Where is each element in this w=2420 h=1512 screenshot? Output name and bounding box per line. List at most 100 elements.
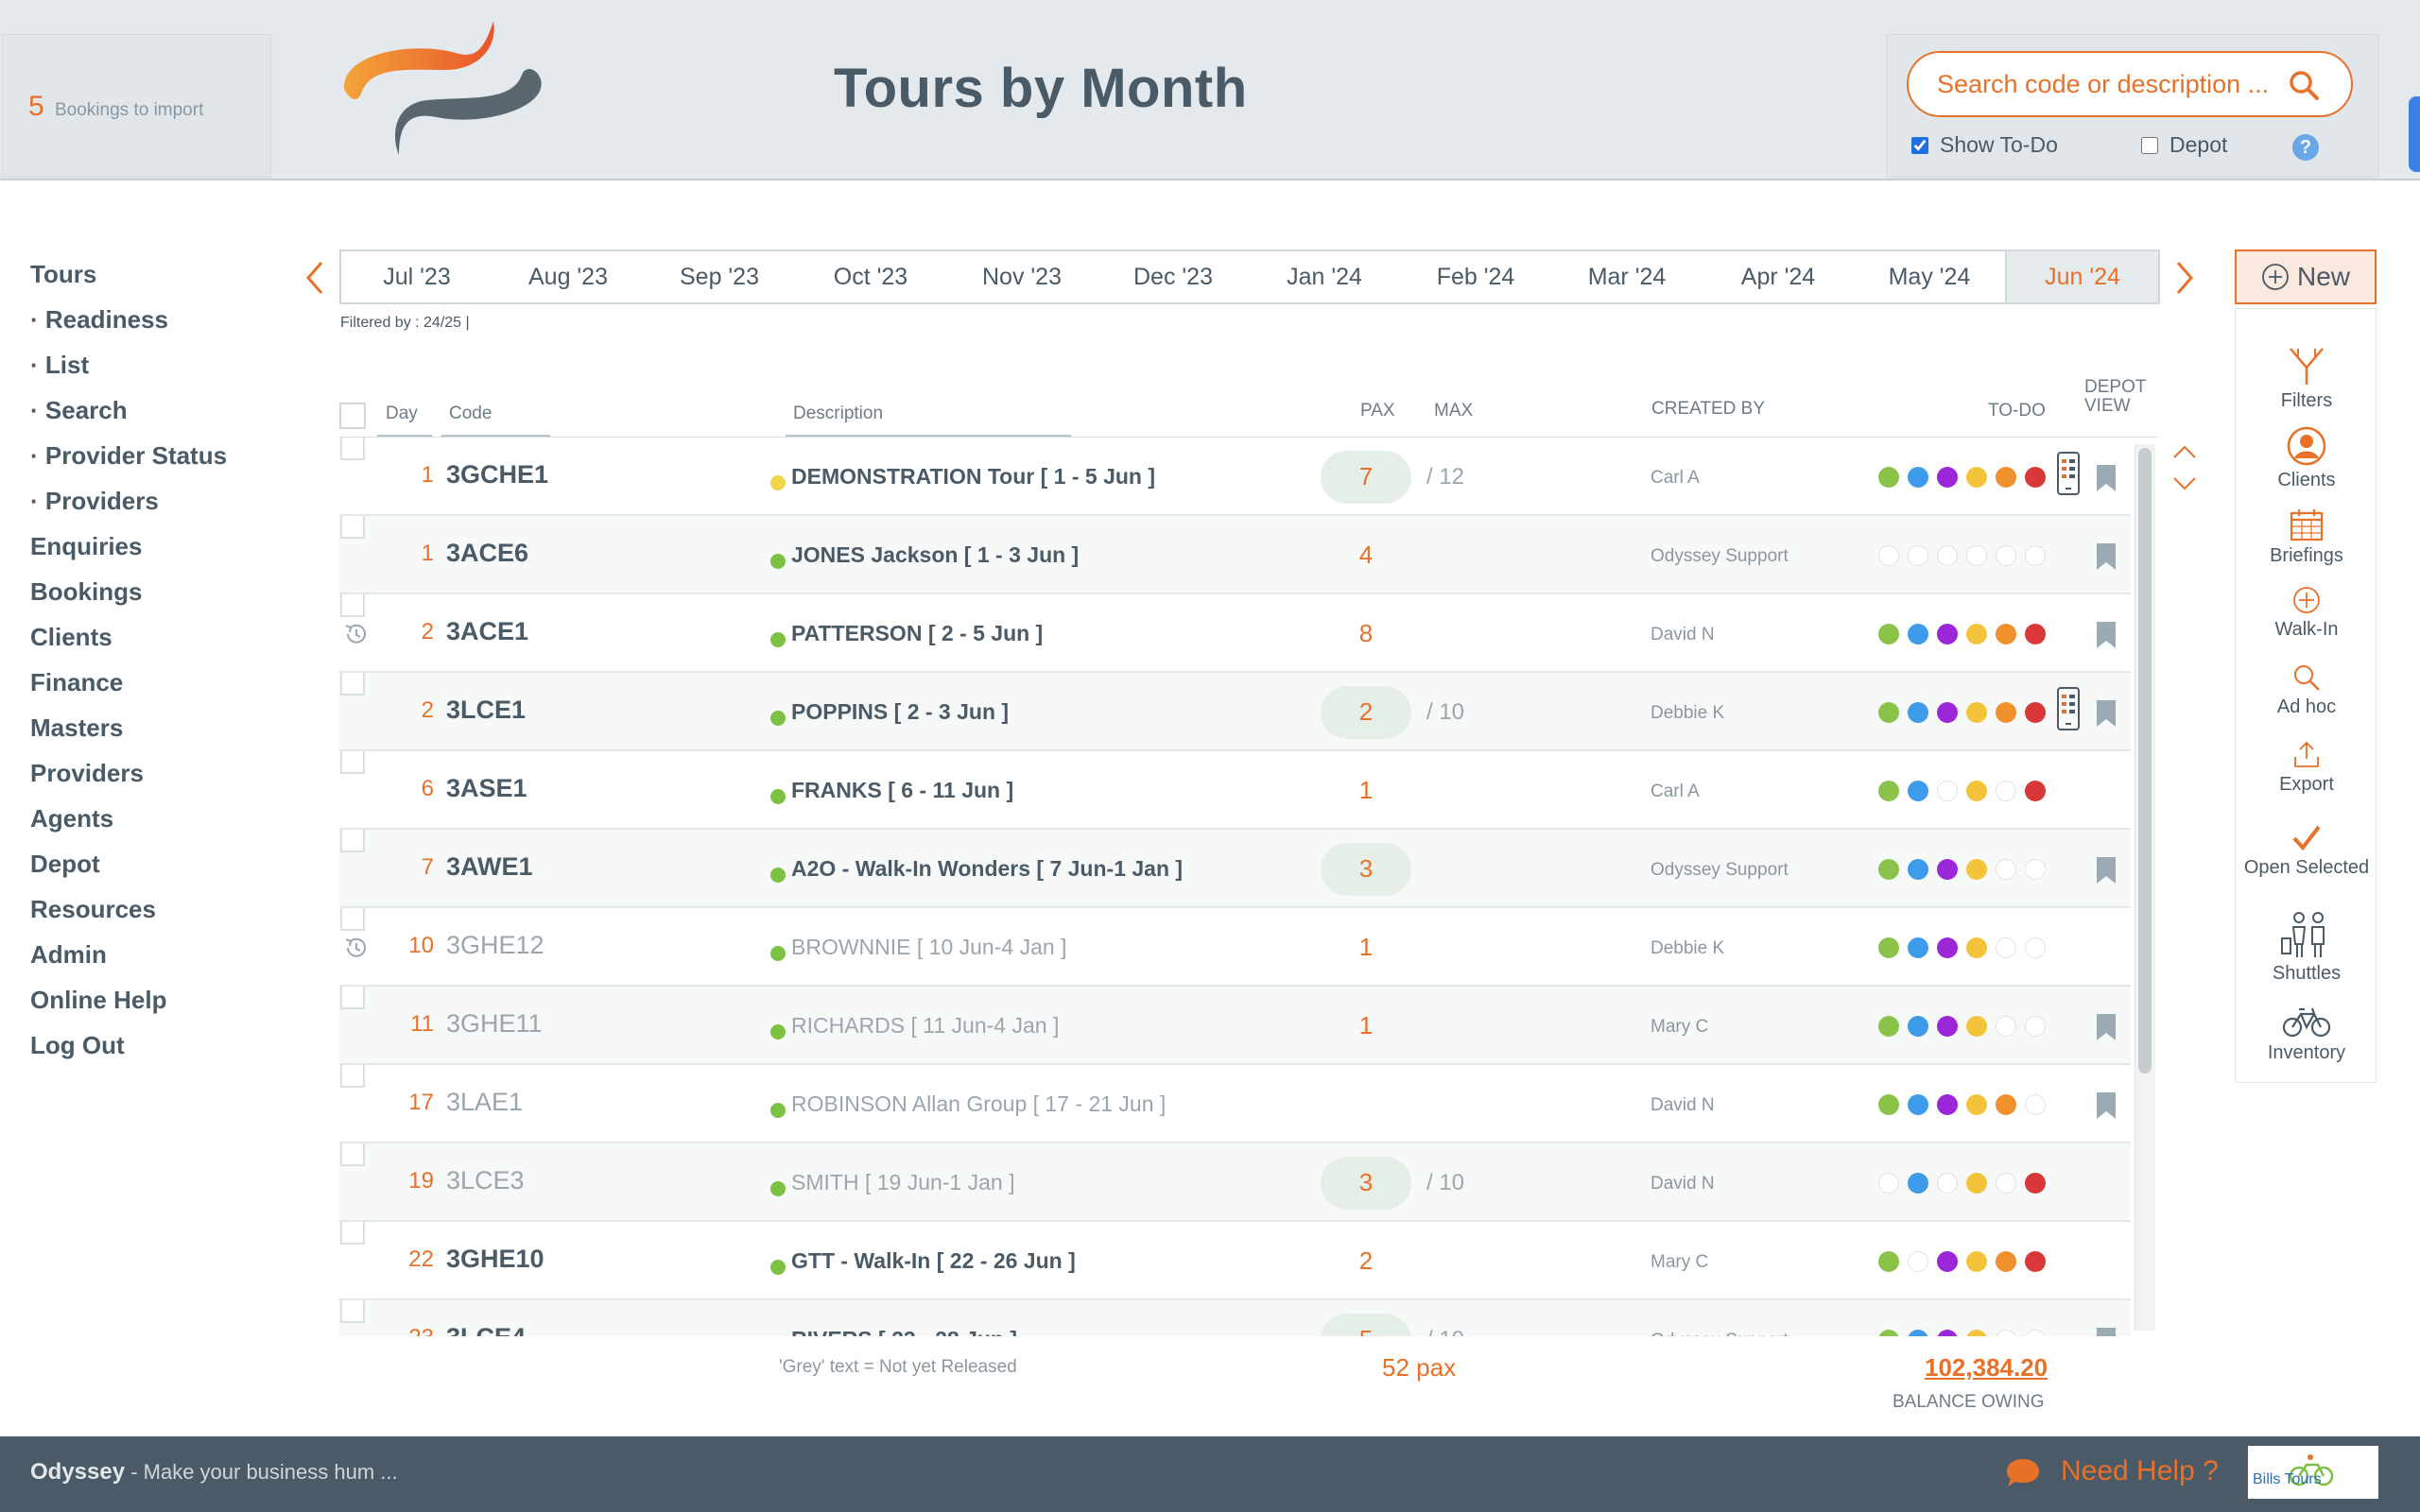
previous-month-icon[interactable] xyxy=(301,257,329,299)
scroll-down-icon[interactable] xyxy=(2170,474,2199,493)
row-description[interactable]: GTT - Walk-In [ 22 - 26 Jun ] xyxy=(791,1248,1076,1273)
row-code[interactable]: 3GHE10 xyxy=(446,1245,544,1273)
sidebar-item-admin[interactable]: Admin xyxy=(30,940,107,969)
row-description[interactable]: DEMONSTRATION Tour [ 1 - 5 Jun ] xyxy=(791,464,1156,489)
month-tab[interactable]: Feb '24 xyxy=(1436,264,1515,290)
todo-indicators[interactable] xyxy=(1878,1173,2054,1194)
clients-tool[interactable]: Clients xyxy=(2236,426,2377,491)
bookmark-icon[interactable] xyxy=(2096,1091,2117,1120)
sidebar-item-enquiries[interactable]: Enquiries xyxy=(30,532,143,560)
scrollbar-thumb[interactable] xyxy=(2138,448,2152,1074)
table-row[interactable]: 2 3ACE1 PATTERSON [ 2 - 5 Jun ] 8 David N xyxy=(339,594,2131,673)
todo-indicators[interactable] xyxy=(1878,624,2054,644)
search-icon[interactable] xyxy=(2288,69,2320,101)
table-row[interactable]: 2 3LCE1 POPPINS [ 2 - 3 Jun ] 2 / 10 Debbie K xyxy=(339,673,2131,751)
side-drawer-tab[interactable] xyxy=(2409,96,2420,172)
bookings-import-box[interactable] xyxy=(2,34,271,178)
history-icon[interactable] xyxy=(343,935,370,961)
import-count[interactable]: 5 xyxy=(28,91,44,122)
import-label[interactable]: Bookings to import xyxy=(55,100,204,120)
row-description[interactable]: JONES Jackson [ 1 - 3 Jun ] xyxy=(791,542,1080,567)
bookmark-icon[interactable] xyxy=(2096,699,2117,728)
sidebar-item-bookings[interactable]: Bookings xyxy=(30,577,143,606)
sidebar-item-agents[interactable]: Agents xyxy=(30,804,114,833)
sidebar-item-list[interactable]: List xyxy=(30,348,314,393)
need-help-link[interactable]: Need Help ? xyxy=(2061,1455,2219,1486)
table-row[interactable]: 1 3ACE6 JONES Jackson [ 1 - 3 Jun ] 4 Odysse… xyxy=(339,516,2131,594)
bookmark-icon[interactable] xyxy=(2096,542,2117,571)
row-description[interactable]: FRANKS [ 6 - 11 Jun ] xyxy=(791,778,1014,802)
table-row[interactable]: 1 3GCHE1 DEMONSTRATION Tour [ 1 - 5 Jun ] 7… xyxy=(339,438,2131,516)
todo-indicators[interactable] xyxy=(1878,1094,2054,1115)
select-all-checkbox[interactable] xyxy=(339,403,366,429)
month-tab[interactable]: Dec '23 xyxy=(1133,264,1213,290)
month-tab[interactable]: May '24 xyxy=(1888,264,1971,290)
next-month-icon[interactable] xyxy=(2170,257,2199,299)
row-checkbox[interactable] xyxy=(340,987,365,1009)
shuttles-tool[interactable]: Shuttles xyxy=(2236,910,2377,985)
month-tab[interactable]: Jan '24 xyxy=(1287,264,1362,290)
table-row[interactable]: 22 3GHE10 GTT - Walk-In [ 22 - 26 Jun ] 2 Ma… xyxy=(339,1222,2131,1300)
table-row[interactable]: 19 3LCE3 SMITH [ 19 Jun-1 Jan ] 3 / 10 David … xyxy=(339,1143,2131,1222)
bookmark-icon[interactable] xyxy=(2096,856,2117,885)
row-code[interactable]: 3AWE1 xyxy=(446,852,533,881)
mobile-device-icon[interactable] xyxy=(2056,451,2081,496)
open-selected-tool[interactable]: Open Selected xyxy=(2236,823,2377,879)
row-description[interactable]: SMITH [ 19 Jun-1 Jan ] xyxy=(791,1170,1015,1194)
walk-in-tool[interactable]: Walk-In xyxy=(2236,585,2377,641)
chat-bubble-icon[interactable] xyxy=(2004,1455,2042,1489)
row-checkbox[interactable] xyxy=(340,594,365,617)
col-description[interactable]: Description xyxy=(793,404,884,423)
bookmark-icon[interactable] xyxy=(2096,621,2117,649)
row-description[interactable]: RICHARDS [ 11 Jun-4 Jan ] xyxy=(791,1013,1060,1038)
col-code[interactable]: Code xyxy=(449,404,493,423)
show-todo-checkbox[interactable] xyxy=(1911,136,1928,154)
sidebar-item-readiness[interactable]: Readiness xyxy=(30,302,314,348)
row-checkbox[interactable] xyxy=(340,1222,365,1245)
briefings-tool[interactable]: Briefings xyxy=(2236,507,2377,567)
todo-indicators[interactable] xyxy=(1878,937,2054,958)
row-checkbox[interactable] xyxy=(340,1065,365,1088)
bookmark-icon[interactable] xyxy=(2096,1327,2117,1336)
table-row[interactable]: 10 3GHE12 BROWNNIE [ 10 Jun-4 Jan ] 1 Debbie… xyxy=(339,908,2131,987)
depot-toggle[interactable]: Depot xyxy=(2141,132,2227,158)
sidebar-item-masters[interactable]: Masters xyxy=(30,713,124,742)
col-day[interactable]: Day xyxy=(386,404,418,423)
row-checkbox[interactable] xyxy=(340,673,365,696)
todo-indicators[interactable] xyxy=(1878,859,2054,880)
month-tab[interactable]: Jun '24 xyxy=(2005,251,2158,302)
row-code[interactable]: 3LCE1 xyxy=(446,696,527,724)
sidebar-item-log-out[interactable]: Log Out xyxy=(30,1031,125,1059)
month-tab[interactable]: Apr '24 xyxy=(1740,264,1816,290)
row-description[interactable]: RIVERS [ 23 - 28 Jun ] xyxy=(791,1327,1017,1336)
mobile-device-icon[interactable] xyxy=(2056,686,2081,731)
row-code[interactable]: 3ASE1 xyxy=(446,774,527,802)
row-checkbox[interactable] xyxy=(340,438,365,460)
row-code[interactable]: 3ACE1 xyxy=(446,617,529,645)
row-code[interactable]: 3LAE1 xyxy=(446,1088,524,1116)
month-tab[interactable]: Oct '23 xyxy=(833,264,908,290)
table-row[interactable]: 17 3LAE1 ROBINSON Allan Group [ 17 - 21 Ju… xyxy=(339,1065,2131,1143)
history-icon[interactable] xyxy=(343,621,370,647)
row-code[interactable]: 3LCE4 xyxy=(446,1323,526,1336)
row-code[interactable]: 3GCHE1 xyxy=(446,460,549,489)
row-code[interactable]: 3GHE12 xyxy=(446,931,544,959)
new-tour-button[interactable]: New xyxy=(2235,249,2377,304)
todo-indicators[interactable] xyxy=(1878,545,2054,566)
sidebar-item-depot[interactable]: Depot xyxy=(30,850,100,878)
row-description[interactable]: PATTERSON [ 2 - 5 Jun ] xyxy=(791,621,1044,645)
todo-indicators[interactable] xyxy=(1878,781,2054,801)
sidebar-item-online-help[interactable]: Online Help xyxy=(30,986,167,1014)
todo-indicators[interactable] xyxy=(1878,702,2054,723)
month-tab[interactable]: Jul '23 xyxy=(383,264,451,290)
row-code[interactable]: 3GHE11 xyxy=(446,1009,543,1038)
depot-checkbox[interactable] xyxy=(2141,136,2158,154)
row-checkbox[interactable] xyxy=(340,830,365,852)
month-tab[interactable]: Mar '24 xyxy=(1587,264,1667,290)
scroll-up-icon[interactable] xyxy=(2170,442,2199,461)
row-description[interactable]: ROBINSON Allan Group [ 17 - 21 Jun ] xyxy=(791,1091,1167,1116)
show-todo-toggle[interactable]: Show To-Do xyxy=(1911,132,2058,158)
search-input[interactable] xyxy=(1907,51,2353,117)
month-tab[interactable]: Nov '23 xyxy=(982,264,1062,290)
row-checkbox[interactable] xyxy=(340,516,365,539)
